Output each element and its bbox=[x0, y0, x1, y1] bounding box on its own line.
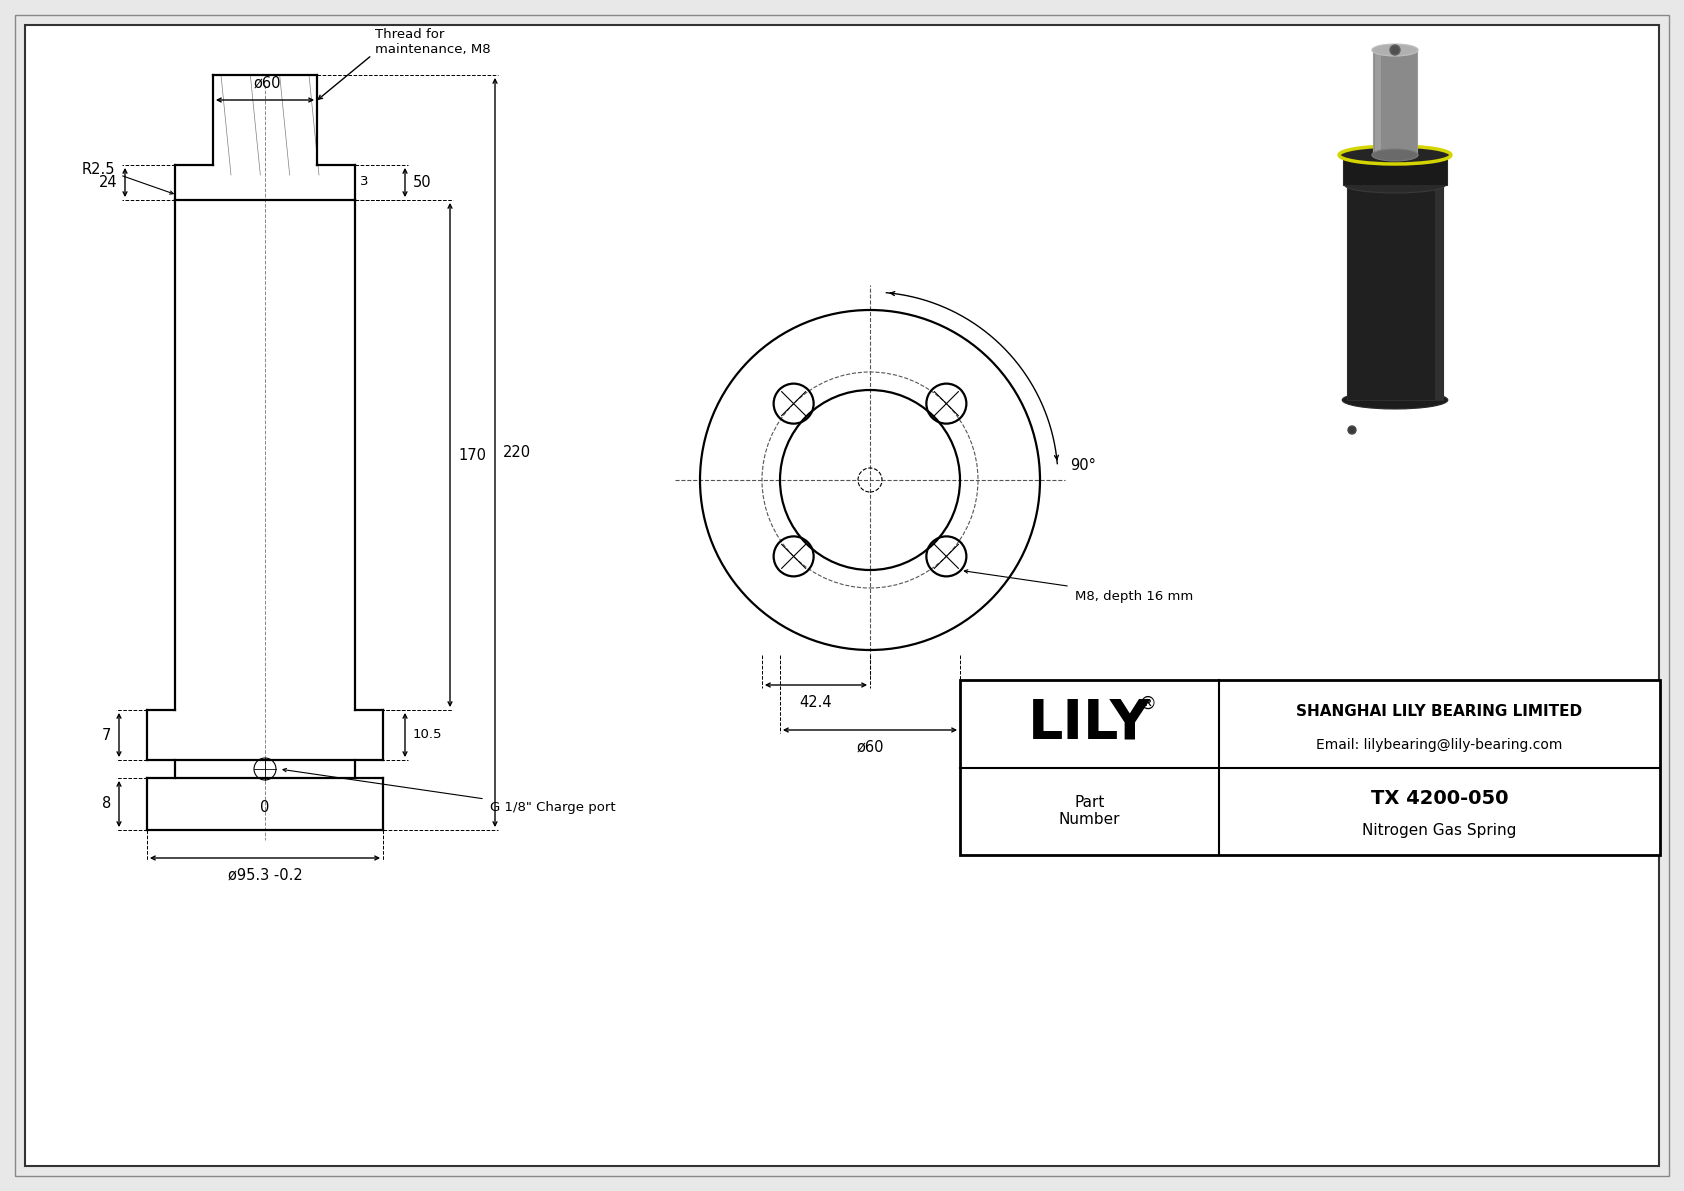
Text: ®: ® bbox=[1138, 694, 1157, 712]
Text: 170: 170 bbox=[458, 448, 487, 462]
Text: 50: 50 bbox=[413, 175, 431, 191]
Ellipse shape bbox=[1372, 149, 1418, 161]
Text: M8, depth 16 mm: M8, depth 16 mm bbox=[1074, 590, 1194, 603]
Text: 7: 7 bbox=[101, 728, 111, 742]
Text: ø95.3 -0.2: ø95.3 -0.2 bbox=[227, 868, 303, 883]
Text: SHANGHAI LILY BEARING LIMITED: SHANGHAI LILY BEARING LIMITED bbox=[1297, 704, 1583, 719]
Ellipse shape bbox=[1372, 44, 1418, 56]
Text: 10.5: 10.5 bbox=[413, 729, 443, 742]
Text: ø60: ø60 bbox=[253, 75, 281, 91]
Text: 220: 220 bbox=[504, 445, 530, 460]
Text: 24: 24 bbox=[98, 175, 116, 191]
Text: 3: 3 bbox=[360, 175, 369, 188]
Text: 42.4: 42.4 bbox=[800, 696, 832, 710]
Text: 8: 8 bbox=[101, 797, 111, 811]
Bar bbox=[1347, 185, 1443, 400]
Circle shape bbox=[1389, 45, 1399, 55]
Text: 0: 0 bbox=[261, 800, 269, 816]
Circle shape bbox=[1347, 426, 1356, 434]
Text: G 1/8" Charge port: G 1/8" Charge port bbox=[490, 800, 616, 813]
Ellipse shape bbox=[1342, 391, 1448, 409]
Ellipse shape bbox=[1344, 177, 1445, 193]
Ellipse shape bbox=[1339, 146, 1452, 164]
Bar bbox=[1372, 50, 1416, 155]
Text: 90°: 90° bbox=[1069, 457, 1096, 473]
Bar bbox=[960, 680, 1660, 855]
Text: Part
Number: Part Number bbox=[1059, 796, 1120, 828]
Text: ø60: ø60 bbox=[855, 740, 884, 755]
Bar bbox=[960, 680, 1660, 855]
Text: Thread for
maintenance, M8: Thread for maintenance, M8 bbox=[376, 29, 490, 56]
Bar bbox=[1376, 50, 1381, 155]
Text: Nitrogen Gas Spring: Nitrogen Gas Spring bbox=[1362, 823, 1517, 838]
Text: R2.5: R2.5 bbox=[81, 162, 115, 177]
Text: TX 4200-050: TX 4200-050 bbox=[1371, 790, 1509, 809]
Bar bbox=[1344, 155, 1447, 185]
Text: LILY: LILY bbox=[1027, 697, 1150, 750]
Text: Email: lilybearing@lily-bearing.com: Email: lilybearing@lily-bearing.com bbox=[1317, 737, 1563, 752]
Bar bbox=[1435, 185, 1443, 400]
